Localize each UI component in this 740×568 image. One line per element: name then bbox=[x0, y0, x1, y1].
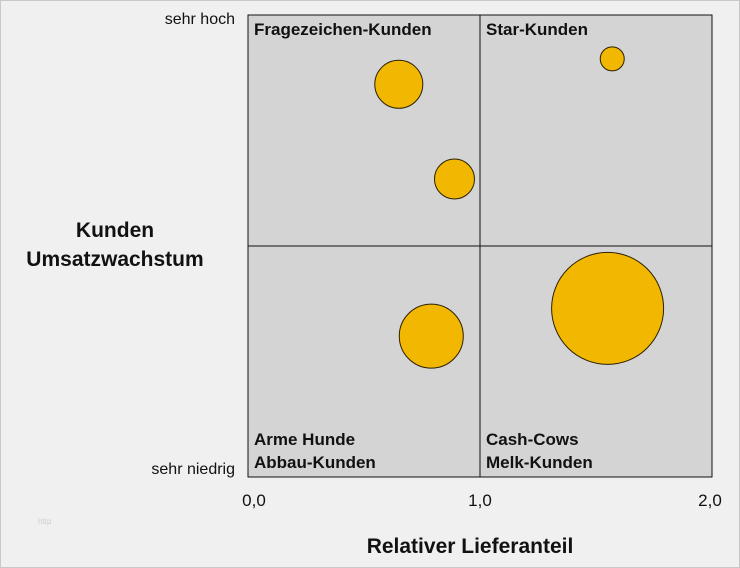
quadrant-labels: Fragezeichen-Kunden Star-Kunden Arme Hunde… bbox=[254, 20, 593, 472]
bubbles bbox=[374, 46, 665, 369]
quadrant-label-top-left-line-1: Fragezeichen-Kunden bbox=[254, 20, 432, 39]
watermark-text: http bbox=[38, 517, 52, 526]
quadrant-label-bottom-left-line-1: Arme Hunde bbox=[254, 430, 355, 449]
quadrant-label-bottom-right-line-2: Melk-Kunden bbox=[486, 453, 593, 472]
quadrant-label-top-right-line-1: Star-Kunden bbox=[486, 20, 588, 39]
bubble-3 bbox=[599, 46, 625, 72]
bubble-1 bbox=[374, 59, 424, 109]
y-axis-title-line-2: Umsatzwachstum bbox=[26, 248, 203, 271]
quadrant-label-bottom-left-line-2: Abbau-Kunden bbox=[254, 453, 376, 472]
y-extreme-top-label: sehr hoch bbox=[165, 11, 235, 28]
x-tick-label-2: 1,0 bbox=[468, 491, 492, 510]
x-tick-label-3: 2,0 bbox=[698, 491, 722, 510]
y-extreme-bottom-label: sehr niedrig bbox=[151, 461, 235, 478]
x-axis-title: Relativer Lieferanteil bbox=[367, 535, 574, 558]
x-tick-label-1: 0,0 bbox=[242, 491, 266, 510]
x-tick-labels: 0,0 1,0 2,0 bbox=[242, 491, 722, 510]
quadrant-label-bottom-right-line-1: Cash-Cows bbox=[486, 430, 579, 449]
bubble-2 bbox=[433, 158, 475, 200]
bubble-5 bbox=[551, 251, 665, 365]
bubble-4 bbox=[398, 303, 464, 369]
y-axis-title-line-1: Kunden bbox=[76, 219, 154, 242]
